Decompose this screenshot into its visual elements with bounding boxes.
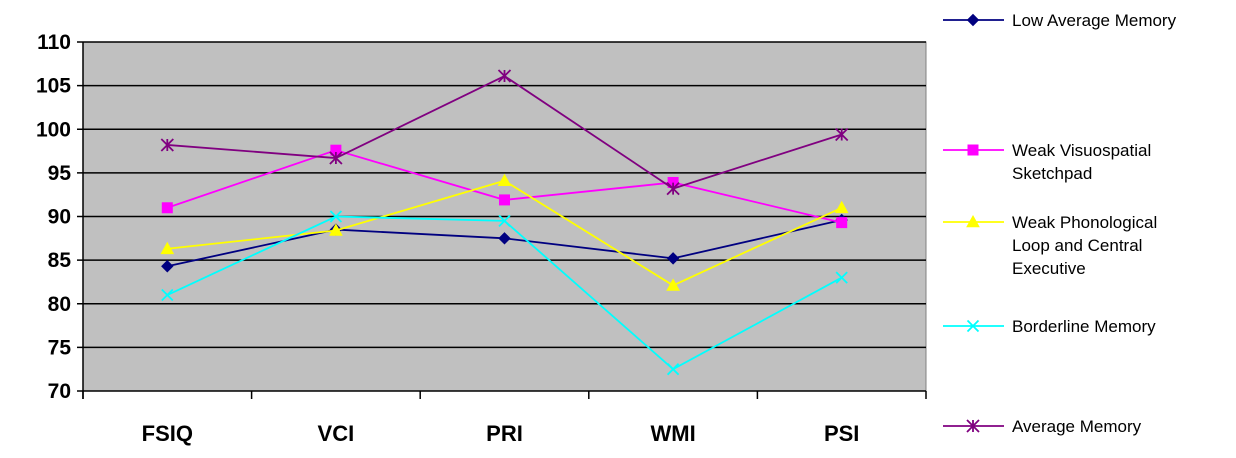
data-point bbox=[160, 138, 174, 152]
y-tick-label: 110 bbox=[37, 31, 71, 54]
data-point bbox=[161, 288, 174, 302]
x-tick-label: VCI bbox=[318, 421, 355, 446]
data-point bbox=[966, 13, 980, 27]
data-point bbox=[666, 278, 680, 291]
y-tick-label: 80 bbox=[48, 293, 71, 316]
legend: Low Average Memory Weak Visuospatial Sketc… bbox=[943, 11, 1177, 436]
data-point bbox=[161, 202, 173, 214]
data-point bbox=[497, 173, 512, 187]
y-tick-label: 75 bbox=[48, 336, 72, 359]
data-point bbox=[966, 419, 980, 433]
data-point bbox=[497, 69, 512, 83]
data-point bbox=[161, 260, 174, 273]
legend-label: Average Memory bbox=[1012, 417, 1142, 436]
data-point bbox=[329, 210, 343, 223]
axes bbox=[77, 41, 927, 399]
data-point bbox=[329, 151, 343, 165]
series-4 bbox=[160, 69, 849, 196]
x-tick-label: FSIQ bbox=[142, 421, 193, 446]
data-point bbox=[967, 144, 979, 156]
legend-label: Low Average Memory bbox=[1012, 11, 1177, 30]
data-point bbox=[835, 127, 849, 142]
legend-item: Average Memory bbox=[943, 417, 1142, 436]
x-tick-label: WMI bbox=[650, 421, 695, 446]
data-point bbox=[498, 214, 511, 227]
series-3 bbox=[161, 210, 848, 376]
gridlines bbox=[83, 41, 926, 349]
data-point bbox=[966, 319, 980, 333]
legend-label: Borderline Memory bbox=[1012, 317, 1156, 336]
data-point bbox=[666, 252, 680, 265]
legend-item: Weak Visuospatial Sketchpad bbox=[943, 141, 1151, 183]
legend-label: Weak Visuospatial Sketchpad bbox=[1012, 141, 1151, 183]
y-tick-label: 90 bbox=[48, 206, 71, 229]
series-2 bbox=[160, 173, 849, 291]
data-point bbox=[834, 200, 849, 214]
x-tick-label: PRI bbox=[486, 421, 523, 446]
data-point bbox=[329, 223, 343, 236]
y-tick-label: 70 bbox=[48, 380, 71, 403]
data-point bbox=[160, 241, 175, 255]
data-point bbox=[499, 194, 510, 206]
y-axis-ticks: 70 75 80 85 90 95 100 105 110 bbox=[36, 31, 71, 403]
x-axis-ticks: FSIQ VCI PRI WMI PSI bbox=[142, 421, 860, 446]
x-tick-label: PSI bbox=[824, 421, 859, 446]
series-group bbox=[160, 69, 849, 376]
data-point bbox=[836, 217, 848, 229]
legend-label: Weak Phonological Loop and Central Executi… bbox=[1012, 213, 1157, 278]
data-point bbox=[666, 181, 680, 196]
y-tick-label: 105 bbox=[36, 75, 71, 98]
data-point bbox=[498, 232, 511, 245]
legend-item: Borderline Memory bbox=[943, 317, 1156, 336]
y-tick-label: 85 bbox=[48, 249, 72, 272]
data-point bbox=[666, 363, 680, 376]
data-point bbox=[966, 214, 980, 228]
data-point bbox=[835, 271, 848, 284]
y-tick-label: 95 bbox=[48, 162, 72, 185]
legend-item: Low Average Memory bbox=[943, 11, 1177, 30]
legend-item: Weak Phonological Loop and Central Executi… bbox=[943, 213, 1157, 278]
y-tick-label: 100 bbox=[36, 118, 71, 141]
